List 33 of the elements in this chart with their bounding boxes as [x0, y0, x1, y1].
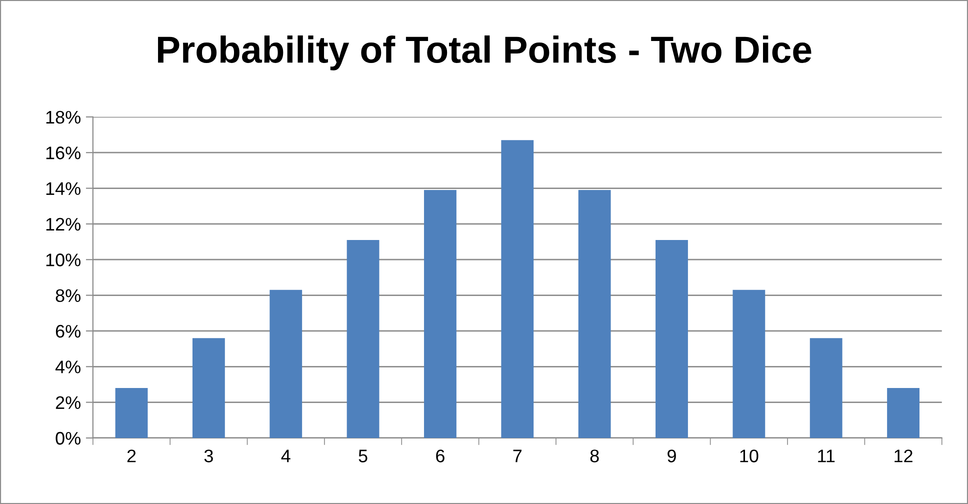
y-tick-label: 8%: [56, 289, 80, 302]
bar: [192, 338, 225, 438]
x-tick-label: 4: [281, 450, 290, 462]
x-tick-label: 10: [740, 450, 758, 462]
chart-title: Probability of Total Points - Two Dice: [158, 35, 812, 70]
bar: [887, 388, 920, 438]
bar: [115, 388, 148, 438]
bar: [270, 290, 302, 438]
y-tick-label: 6%: [56, 324, 80, 338]
bar: [501, 140, 534, 438]
bar: [346, 240, 380, 438]
bar: [732, 290, 766, 438]
x-tick-label: 6: [436, 450, 444, 462]
y-tick-label: 2%: [56, 396, 80, 409]
x-tick-label: 5: [358, 450, 368, 462]
x-tick-label: 3: [204, 450, 213, 462]
bar: [578, 190, 611, 438]
x-tick-label: 9: [668, 450, 676, 462]
y-tick-label: 12%: [46, 218, 80, 231]
bar: [424, 190, 456, 438]
x-tick-label: 12: [894, 450, 912, 462]
y-tick-label: 14%: [46, 182, 80, 195]
y-tick-label: 16%: [46, 146, 80, 160]
x-tick-label: 7: [513, 450, 522, 462]
y-tick-label: 10%: [46, 254, 80, 266]
y-tick-label: 18%: [46, 110, 80, 124]
bar: [810, 338, 842, 438]
bar: [656, 240, 688, 438]
x-tick-label: 11: [818, 450, 835, 462]
y-tick-label: 0%: [56, 432, 80, 445]
x-tick-label: 8: [590, 450, 599, 462]
x-tick-label: 2: [127, 450, 136, 462]
y-tick-label: 4%: [55, 360, 80, 374]
